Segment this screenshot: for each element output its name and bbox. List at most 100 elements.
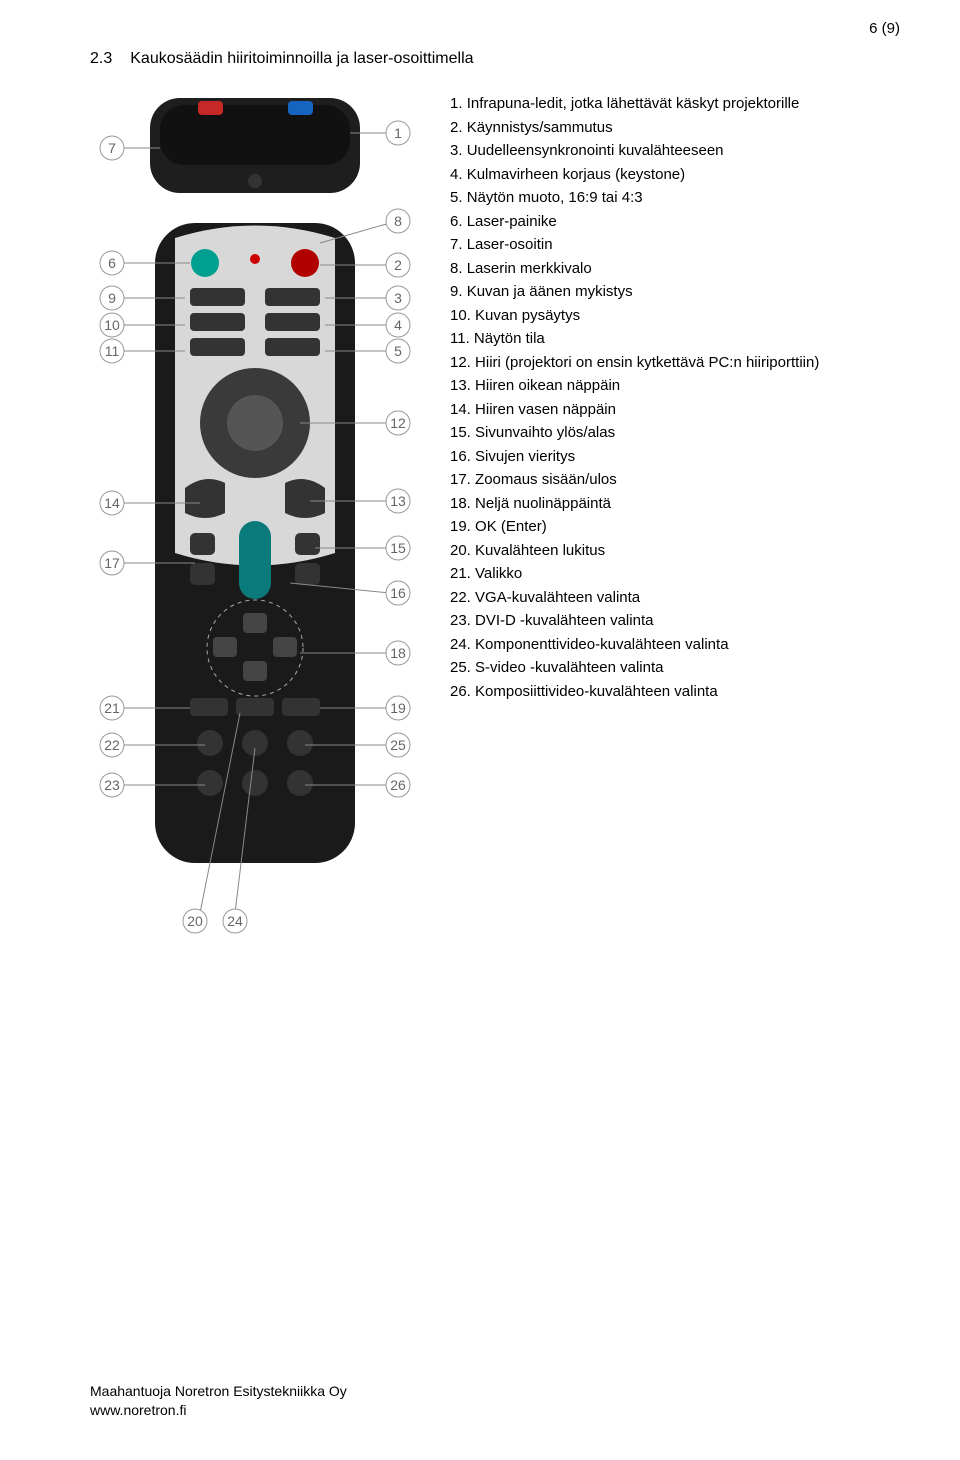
list-item-text: Sivunvaihto ylös/alas [475, 424, 615, 441]
list-item-text: Sivujen vieritys [475, 448, 575, 465]
list-item: 16. Sivujen vieritys [450, 446, 900, 469]
list-item-number: 8. [450, 260, 467, 277]
svg-text:13: 13 [390, 493, 406, 509]
list-item-text: Hiiri (projektori on ensin kytkettävä PC… [475, 354, 819, 371]
list-item: 23. DVI-D -kuvalähteen valinta [450, 610, 900, 633]
list-item-text: S-video -kuvalähteen valinta [475, 659, 663, 676]
list-item: 22. VGA-kuvalähteen valinta [450, 587, 900, 610]
list-item: 15. Sivunvaihto ylös/alas [450, 422, 900, 445]
list-item-number: 24. [450, 636, 475, 653]
list-item-text: Kuvan pysäytys [475, 307, 580, 324]
svg-text:4: 4 [394, 317, 402, 333]
list-item-text: Käynnistys/sammutus [467, 119, 613, 136]
list-item-text: Valikko [475, 565, 522, 582]
list-item: 11. Näytön tila [450, 328, 900, 351]
list-item-number: 14. [450, 401, 475, 418]
list-item-number: 11. [450, 330, 474, 347]
list-item-number: 20. [450, 542, 475, 559]
list-item: 18. Neljä nuolinäppäintä [450, 493, 900, 516]
list-item: 13. Hiiren oikean näppäin [450, 375, 900, 398]
list-item: 10. Kuvan pysäytys [450, 305, 900, 328]
svg-text:12: 12 [390, 415, 406, 431]
list-item-number: 3. [450, 142, 467, 159]
svg-text:16: 16 [390, 585, 406, 601]
svg-text:15: 15 [390, 540, 406, 556]
numbered-list: 1. Infrapuna-ledit, jotka lähettävät käs… [450, 93, 900, 948]
list-item-text: Laserin merkkivalo [467, 260, 592, 277]
list-item-number: 5. [450, 189, 467, 206]
list-item: 24. Komponenttivideo-kuvalähteen valinta [450, 634, 900, 657]
list-item: 9. Kuvan ja äänen mykistys [450, 281, 900, 304]
list-item-number: 12. [450, 354, 475, 371]
list-item-number: 15. [450, 424, 475, 441]
list-item-text: Laser-painike [467, 213, 557, 230]
list-item-number: 26. [450, 683, 475, 700]
callout-1: 1 [394, 125, 402, 141]
list-item: 12. Hiiri (projektori on ensin kytkettäv… [450, 352, 900, 375]
callout-7: 7 [108, 140, 116, 156]
svg-text:21: 21 [104, 700, 120, 716]
remote-diagram: 7 1 [90, 93, 420, 943]
svg-text:6: 6 [108, 255, 116, 271]
svg-text:17: 17 [104, 555, 120, 571]
list-item-text: Hiiren oikean näppäin [475, 377, 620, 394]
footer-line2: www.noretron.fi [90, 1401, 347, 1420]
list-item-number: 19. [450, 518, 475, 535]
section-title: Kaukosäädin hiiritoiminnoilla ja laser-o… [130, 50, 473, 68]
list-item-number: 21. [450, 565, 475, 582]
svg-text:10: 10 [104, 317, 120, 333]
list-item-number: 1. [450, 95, 467, 112]
list-item-number: 13. [450, 377, 475, 394]
list-item: 4. Kulmavirheen korjaus (keystone) [450, 164, 900, 187]
svg-text:9: 9 [108, 290, 116, 306]
list-item-text: Kuvan ja äänen mykistys [467, 283, 633, 300]
svg-text:25: 25 [390, 737, 406, 753]
list-item: 25. S-video -kuvalähteen valinta [450, 657, 900, 680]
svg-text:20: 20 [187, 913, 203, 929]
list-item: 21. Valikko [450, 563, 900, 586]
list-item: 6. Laser-painike [450, 211, 900, 234]
footer: Maahantuoja Noretron Esitystekniikka Oy … [90, 1382, 347, 1420]
list-item: 1. Infrapuna-ledit, jotka lähettävät käs… [450, 93, 900, 116]
list-item-number: 25. [450, 659, 475, 676]
list-item-text: Komposiittivideo-kuvalähteen valinta [475, 683, 718, 700]
list-item-text: Kulmavirheen korjaus (keystone) [467, 166, 685, 183]
svg-text:8: 8 [394, 213, 402, 229]
list-item: 2. Käynnistys/sammutus [450, 117, 900, 140]
list-item: 19. OK (Enter) [450, 516, 900, 539]
section-heading: 2.3 Kaukosäädin hiiritoiminnoilla ja las… [90, 50, 900, 68]
content-row: 7 1 [90, 93, 900, 948]
list-item-text: Hiiren vasen näppäin [475, 401, 616, 418]
list-item-number: 23. [450, 612, 475, 629]
svg-text:24: 24 [227, 913, 243, 929]
list-item-text: VGA-kuvalähteen valinta [475, 589, 640, 606]
list-item: 3. Uudelleensynkronointi kuvalähteeseen [450, 140, 900, 163]
list-item-text: Neljä nuolinäppäintä [475, 495, 611, 512]
list-item: 14. Hiiren vasen näppäin [450, 399, 900, 422]
svg-text:14: 14 [104, 495, 120, 511]
list-item-number: 4. [450, 166, 467, 183]
list-item-text: DVI-D -kuvalähteen valinta [475, 612, 653, 629]
list-item-text: OK (Enter) [475, 518, 547, 535]
list-item: 26. Komposiittivideo-kuvalähteen valinta [450, 681, 900, 704]
list-item-number: 22. [450, 589, 475, 606]
list-item-number: 17. [450, 471, 475, 488]
list-item-number: 2. [450, 119, 467, 136]
svg-text:18: 18 [390, 645, 406, 661]
svg-text:23: 23 [104, 777, 120, 793]
page-number: 6 (9) [869, 20, 900, 37]
list-item-text: Zoomaus sisään/ulos [475, 471, 617, 488]
svg-text:3: 3 [394, 290, 402, 306]
list-item-text: Infrapuna-ledit, jotka lähettävät käskyt… [467, 95, 800, 112]
svg-text:19: 19 [390, 700, 406, 716]
footer-line1: Maahantuoja Noretron Esitystekniikka Oy [90, 1382, 347, 1401]
list-item-number: 9. [450, 283, 467, 300]
svg-text:26: 26 [390, 777, 406, 793]
list-item-text: Näytön tila [474, 330, 545, 347]
list-item-number: 18. [450, 495, 475, 512]
svg-text:5: 5 [394, 343, 402, 359]
svg-text:22: 22 [104, 737, 120, 753]
section-number: 2.3 [90, 50, 112, 68]
list-item-text: Kuvalähteen lukitus [475, 542, 605, 559]
list-item-text: Komponenttivideo-kuvalähteen valinta [475, 636, 729, 653]
